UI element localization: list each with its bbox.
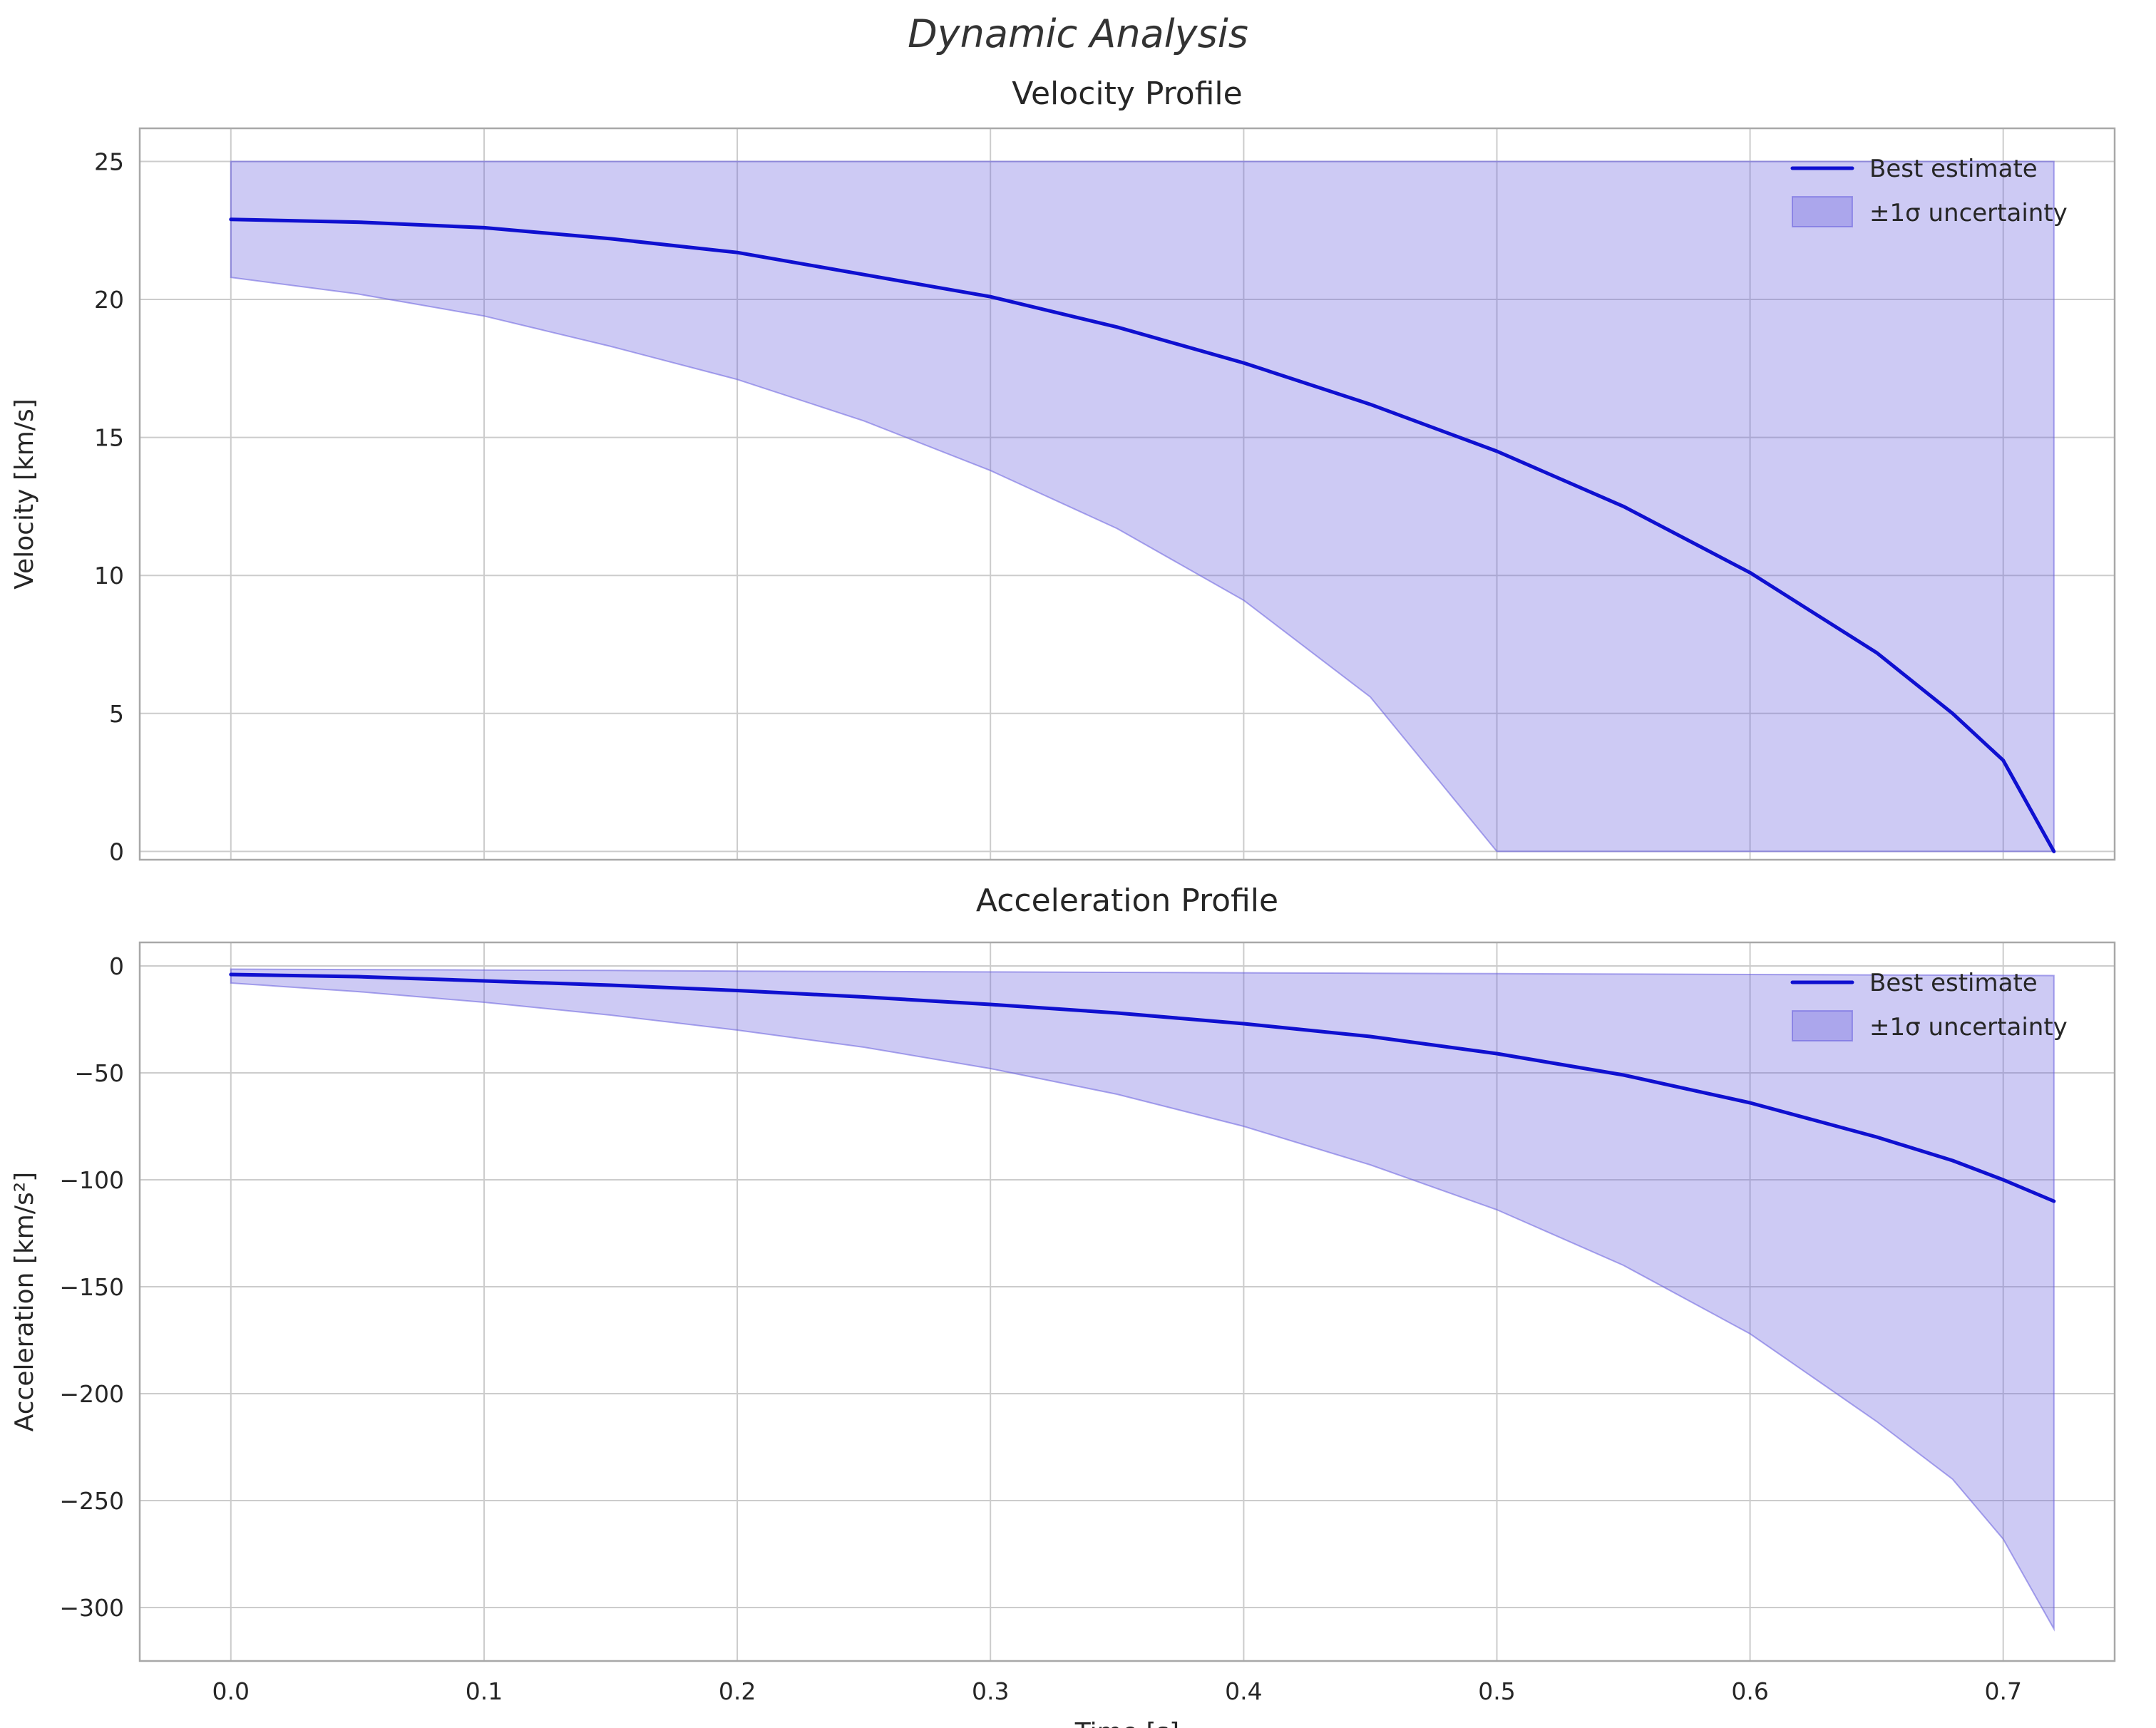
axes-border [138, 127, 2116, 861]
chart-title: Velocity Profile [1012, 76, 1242, 112]
y-tick-label: 0 [109, 838, 124, 865]
x-tick-label: 0.3 [972, 1677, 1009, 1705]
subplot-1: Acceleration Profile 0 −50 −100 −150 −200 −250… [10, 883, 2116, 1728]
y-tick-label: 25 [94, 148, 124, 176]
subplot-0: Velocity Profile 0 5 10 15 20 25 Velocity [km/s… [10, 76, 2116, 865]
legend-label-uncertainty: ±1σ uncertainty [1869, 1013, 2068, 1042]
y-tick-label: −250 [59, 1487, 124, 1515]
x-tick-label: 0.5 [1478, 1677, 1515, 1705]
legend-label-best-estimate: Best estimate [1869, 155, 2038, 183]
uncertainty-band [230, 968, 2055, 1632]
x-tick-label: 0.6 [1731, 1677, 1768, 1705]
y-tick-label: −300 [59, 1594, 124, 1622]
y-tick-label: 15 [94, 424, 124, 452]
y-tick-label: −50 [74, 1059, 124, 1087]
legend-label-best-estimate: Best estimate [1869, 969, 2038, 997]
legend-band-sample [1792, 196, 1853, 227]
x-tick-label: 0.0 [212, 1677, 250, 1705]
y-tick-label: 5 [109, 700, 124, 728]
chart-title: Acceleration Profile [976, 883, 1278, 919]
y-axis-label: Acceleration [km/s²] [10, 1172, 39, 1431]
x-tick-label: 0.4 [1225, 1677, 1262, 1705]
best-estimate-line [229, 217, 2056, 853]
uncertainty-band [230, 160, 2055, 853]
y-tick-label: 10 [94, 562, 124, 590]
y-axis-label: Velocity [km/s] [10, 398, 39, 590]
figure-suptitle: Dynamic Analysis [908, 11, 1248, 56]
y-tick-label: 0 [109, 952, 124, 980]
axes-border [138, 941, 2116, 1662]
x-tick-label: 0.7 [1984, 1677, 2021, 1705]
x-tick-label: 0.1 [466, 1677, 503, 1705]
y-tick-label: 20 [94, 286, 124, 314]
y-tick-label: −150 [59, 1273, 124, 1301]
best-estimate-line [229, 972, 2056, 1203]
legend-label-uncertainty: ±1σ uncertainty [1869, 199, 2068, 227]
x-tick-label: 0.2 [719, 1677, 756, 1705]
legend-band-sample [1792, 1010, 1853, 1042]
y-tick-label: −200 [59, 1380, 124, 1408]
x-axis-label: Time [s] [1074, 1718, 1179, 1728]
y-tick-label: −100 [59, 1166, 124, 1194]
